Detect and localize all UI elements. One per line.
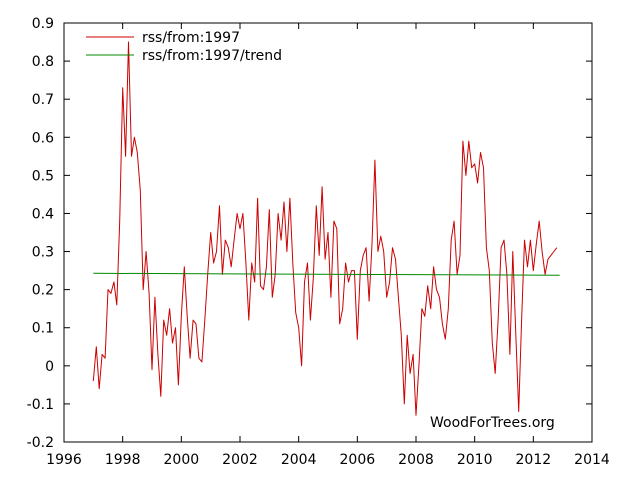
y-tick-label: 0.9 — [32, 16, 54, 32]
x-tick-label: 2014 — [574, 452, 610, 468]
series-line-rss — [92, 41, 558, 416]
y-tick-label: 0.2 — [32, 283, 54, 299]
series-layer — [92, 41, 560, 416]
x-tick-label: 2006 — [340, 452, 376, 468]
x-axis-ticks: 1996 1998 2000 2002 2004 2006 2008 2010 2012 2014 — [46, 23, 610, 468]
x-tick-label: 1998 — [105, 452, 141, 468]
plot-frame — [63, 22, 593, 443]
legend-label-rss: rss/from:1997 — [142, 30, 240, 46]
x-tick-label: 1996 — [46, 452, 82, 468]
y-axis-ticks: -0.2 -0.1 0 0.1 0.2 0.3 0.4 0.5 0.6 0.7 0.8 0.9 — [27, 16, 592, 451]
y-tick-label: 0.3 — [32, 245, 54, 261]
woodfortrees-credit: WoodForTrees.org — [430, 415, 555, 431]
x-tick-label: 2002 — [222, 452, 258, 468]
legend-label-trend: rss/from:1997/trend — [142, 48, 282, 64]
y-tick-label: 0.1 — [32, 321, 54, 337]
y-tick-label: -0.1 — [27, 397, 54, 413]
y-tick-label: 0.7 — [32, 92, 54, 108]
y-tick-label: 0 — [45, 359, 54, 375]
legend: rss/from:1997 rss/from:1997/trend — [86, 30, 282, 64]
x-tick-label: 2010 — [457, 452, 493, 468]
x-tick-label: 2012 — [516, 452, 552, 468]
y-tick-label: 0.4 — [32, 206, 54, 222]
y-tick-label: 0.8 — [32, 54, 54, 70]
y-tick-label: 0.5 — [32, 168, 54, 184]
series-line-trend — [93, 272, 560, 276]
x-tick-label: 2008 — [398, 452, 434, 468]
x-tick-label: 2000 — [164, 452, 200, 468]
y-tick-label: -0.2 — [27, 435, 54, 451]
x-tick-label: 2004 — [281, 452, 317, 468]
y-tick-label: 0.6 — [32, 130, 54, 146]
